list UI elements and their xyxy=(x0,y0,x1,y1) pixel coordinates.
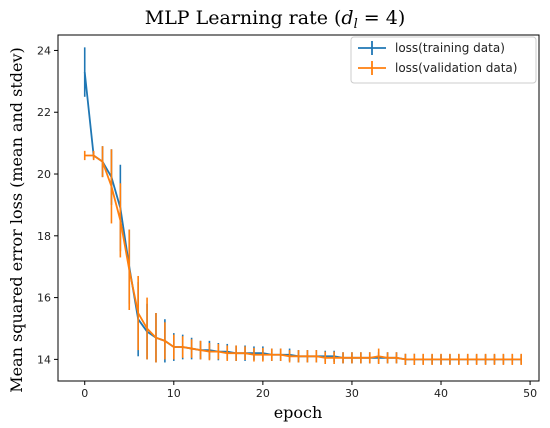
chart-title-math-var: d xyxy=(341,7,353,29)
y-tick-label: 24 xyxy=(37,44,51,57)
chart-title-math-rest: = 4) xyxy=(358,7,406,29)
x-tick-label: 40 xyxy=(434,387,448,400)
legend-entry-validation: loss(validation data) xyxy=(358,61,517,75)
chart-title: MLP Learning rate (dl = 4) xyxy=(145,7,406,32)
x-tick-label: 30 xyxy=(345,387,359,400)
x-tick-label: 20 xyxy=(256,387,270,400)
series-layer xyxy=(83,47,522,365)
x-tick-label: 10 xyxy=(167,387,181,400)
axis-ticks: 0 10 20 30 40 50 14 16 18 20 22 24 xyxy=(37,44,537,400)
plot-frame xyxy=(57,34,540,382)
x-tick-label: 0 xyxy=(81,387,88,400)
series-line xyxy=(84,154,522,361)
y-tick-label: 22 xyxy=(37,106,51,119)
y-tick-label: 20 xyxy=(37,168,51,181)
chart-title-main: MLP Learning rate ( xyxy=(145,7,342,29)
series-0 xyxy=(83,47,522,365)
legend-box xyxy=(350,36,537,84)
legend: loss(training data) loss(validation data… xyxy=(350,36,537,84)
legend-label-validation: loss(validation data) xyxy=(395,61,517,75)
series-line xyxy=(83,71,522,361)
legend-label-training: loss(training data) xyxy=(395,41,505,55)
chart-title-math-sub: l xyxy=(354,17,358,32)
y-tick-label: 18 xyxy=(37,230,51,243)
x-tick-label: 50 xyxy=(523,387,537,400)
x-axis-label: epoch xyxy=(274,403,323,422)
y-tick-label: 14 xyxy=(37,353,51,366)
legend-entry-training: loss(training data) xyxy=(358,41,505,55)
y-tick-label: 16 xyxy=(37,292,51,305)
y-axis-label: Mean squared error loss (mean and stdev) xyxy=(7,47,26,393)
series-1 xyxy=(83,146,522,365)
